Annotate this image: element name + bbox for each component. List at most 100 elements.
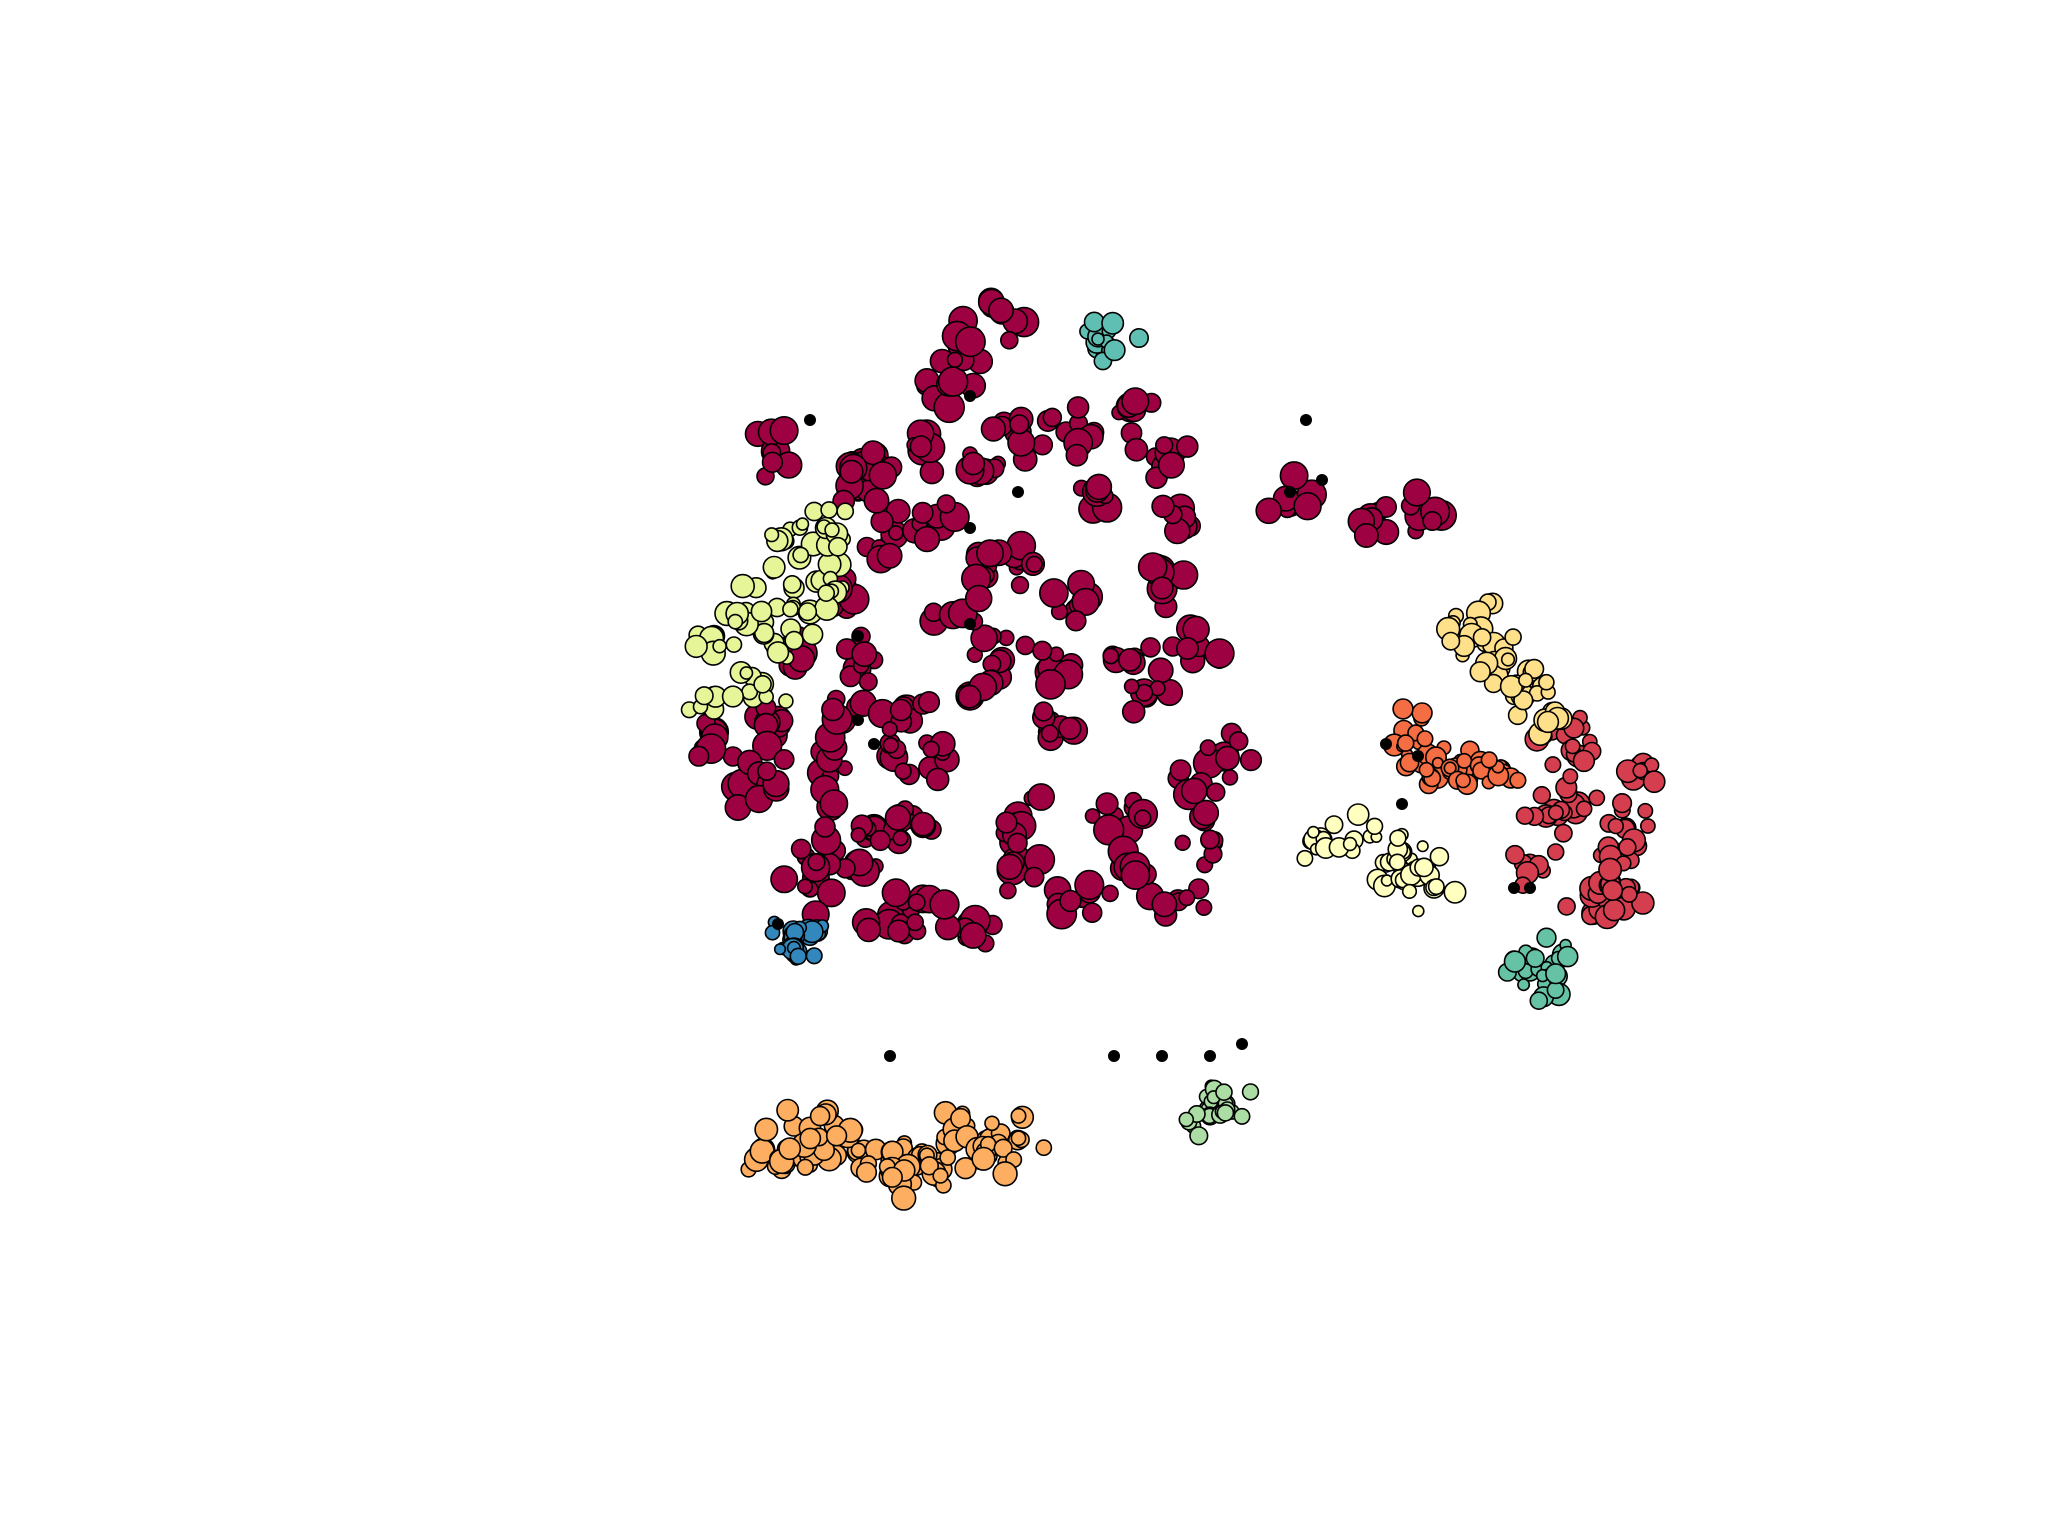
point-c6-9-6 bbox=[836, 502, 855, 521]
point-c1-10-6 bbox=[1602, 898, 1626, 922]
point-c1-8-7 bbox=[1546, 843, 1565, 861]
point-c0-32-8 bbox=[1293, 492, 1322, 521]
point-c2-4-8 bbox=[1418, 761, 1435, 778]
point-c1-10-3 bbox=[1631, 891, 1655, 915]
point-c0-50-5 bbox=[999, 881, 1017, 900]
point-c0-55-6 bbox=[868, 461, 898, 490]
point-c0-38-6 bbox=[980, 416, 1007, 442]
point-c4-4-7 bbox=[1518, 672, 1534, 688]
point-noise-2 bbox=[804, 414, 816, 426]
point-c0-26-7 bbox=[1137, 552, 1168, 583]
point-c0-46-8 bbox=[1204, 638, 1235, 669]
point-c3-10-8 bbox=[825, 1125, 848, 1147]
point-c0-45-7 bbox=[1118, 648, 1142, 672]
point-c1-8-4 bbox=[1505, 844, 1525, 865]
point-c0-11-8 bbox=[1040, 724, 1059, 743]
point-c7-2-4 bbox=[1216, 1104, 1235, 1122]
point-c5-1-8 bbox=[1346, 803, 1370, 827]
point-c7-2-7 bbox=[1233, 1107, 1251, 1125]
point-c0-48-7 bbox=[850, 827, 867, 843]
point-c0-34-8 bbox=[1422, 510, 1443, 531]
point-c2-1-7 bbox=[1396, 734, 1415, 752]
point-c0-43-8 bbox=[957, 684, 982, 709]
point-c0-12-4 bbox=[1147, 657, 1174, 684]
point-c6-4-8 bbox=[766, 641, 790, 664]
point-c9-1-7 bbox=[805, 947, 823, 965]
point-c0-16-6 bbox=[1059, 889, 1082, 913]
point-c0-41-7 bbox=[1154, 436, 1174, 455]
point-c0-34-7 bbox=[1402, 478, 1431, 507]
point-c3-0-8 bbox=[754, 1117, 779, 1142]
point-c6-5-6 bbox=[778, 693, 794, 709]
point-noise-6 bbox=[868, 738, 880, 750]
point-c7-2-5 bbox=[1241, 1083, 1260, 1101]
point-c3-10-6 bbox=[809, 1105, 831, 1127]
point-c1-10-8 bbox=[1601, 879, 1624, 901]
point-c6-1-5 bbox=[782, 575, 802, 594]
point-c0-44-7 bbox=[1035, 669, 1066, 700]
point-c5-4-1 bbox=[1443, 880, 1467, 904]
point-c4-4-6 bbox=[1500, 652, 1516, 667]
point-c5-4-5 bbox=[1427, 878, 1445, 896]
point-c8-2-7 bbox=[1529, 991, 1549, 1011]
point-c1-7-8 bbox=[1611, 792, 1633, 814]
point-c0-41-6 bbox=[1124, 437, 1149, 462]
point-c6-8-7 bbox=[727, 613, 744, 630]
point-noise-11 bbox=[1236, 1038, 1248, 1050]
point-c5-3-3 bbox=[1429, 846, 1450, 867]
point-c5-5-8 bbox=[1389, 829, 1407, 847]
point-noise-7 bbox=[964, 522, 976, 534]
point-c0-48-5 bbox=[884, 804, 912, 831]
point-c1-10-5 bbox=[1620, 885, 1638, 903]
point-c8-3-8 bbox=[1536, 927, 1557, 948]
point-c3-8-6 bbox=[1010, 1107, 1027, 1124]
point-c0-59-7 bbox=[882, 737, 899, 754]
point-noise-10 bbox=[1156, 1050, 1168, 1062]
point-c0-44-8 bbox=[1032, 640, 1053, 661]
point-c0-48-3 bbox=[892, 829, 909, 847]
point-c0-14-3 bbox=[1174, 834, 1191, 851]
point-c6-9-7 bbox=[828, 536, 848, 557]
point-c0-0-8 bbox=[761, 451, 784, 473]
point-c6-6-8 bbox=[694, 686, 714, 706]
point-noise-21 bbox=[1204, 1050, 1216, 1062]
point-c3-11-5 bbox=[971, 1146, 996, 1171]
point-c0-35-8 bbox=[954, 326, 986, 358]
point-noise-17 bbox=[1412, 750, 1424, 762]
point-c0-13-8 bbox=[1199, 739, 1217, 757]
point-c3-12-8 bbox=[881, 1166, 903, 1188]
point-noise-16 bbox=[1396, 798, 1408, 810]
point-noise-9 bbox=[1108, 1050, 1120, 1062]
point-c5-1-7 bbox=[1342, 836, 1358, 852]
point-c6-4-6 bbox=[784, 630, 804, 651]
point-c0-56-4 bbox=[773, 748, 795, 770]
point-c6-3-3 bbox=[801, 623, 824, 646]
point-c3-10-5 bbox=[778, 1137, 802, 1161]
point-c6-7-1 bbox=[725, 636, 743, 653]
point-c0-25-7 bbox=[1071, 587, 1100, 617]
point-c0-2-8 bbox=[961, 451, 986, 476]
point-c0-54-8 bbox=[909, 435, 933, 458]
point-c1-6-6 bbox=[1564, 738, 1581, 755]
point-c9-2-8 bbox=[773, 943, 787, 956]
point-c4-4-8 bbox=[1538, 673, 1555, 691]
point-c1-3-7 bbox=[1642, 770, 1666, 794]
point-c2-5-6 bbox=[1455, 772, 1471, 789]
point-c6-0-5 bbox=[764, 527, 780, 543]
point-c0-58-4 bbox=[790, 838, 812, 860]
point-c1-3-8 bbox=[1632, 762, 1648, 779]
point-c4-4-4 bbox=[1513, 690, 1534, 711]
point-c0-52-4 bbox=[1192, 799, 1220, 827]
point-c0-51-8 bbox=[1120, 860, 1151, 891]
point-c0-49-7 bbox=[881, 878, 911, 908]
point-c0-14-8 bbox=[1200, 829, 1221, 850]
point-c0-37-7 bbox=[913, 525, 941, 553]
point-c3-10-7 bbox=[799, 1127, 822, 1150]
point-c0-33-8 bbox=[1353, 522, 1379, 548]
point-c0-55-7 bbox=[839, 459, 864, 484]
point-c0-54-2 bbox=[919, 459, 945, 485]
point-c0-23-8 bbox=[821, 697, 845, 722]
point-c4-1-6 bbox=[1504, 628, 1522, 646]
point-c0-46-7 bbox=[1176, 636, 1200, 660]
point-c6-8-8 bbox=[750, 600, 773, 623]
